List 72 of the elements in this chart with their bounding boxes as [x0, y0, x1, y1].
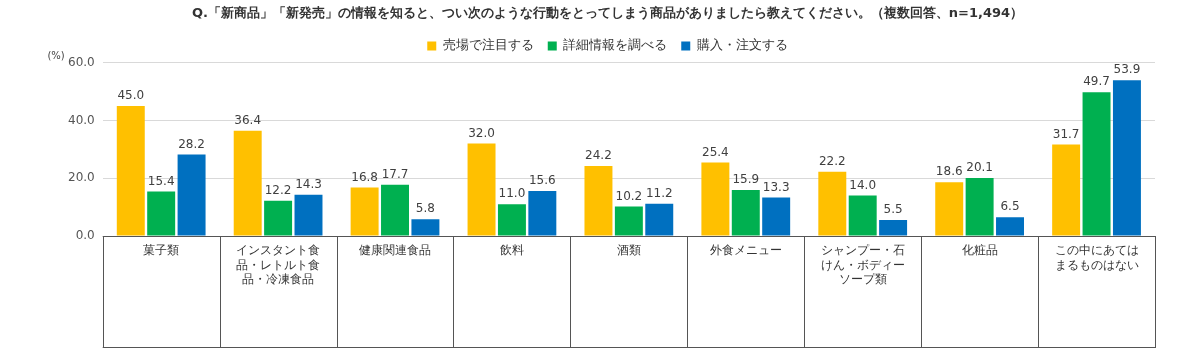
data-label: 13.3 [762, 179, 790, 194]
bar [1112, 80, 1141, 236]
data-label: 16.8 [351, 169, 378, 184]
y-tick-label: 0.0 [75, 228, 95, 243]
y-axis-title: (%) [47, 50, 65, 62]
bar [848, 195, 877, 236]
data-label: 12.2 [264, 182, 292, 197]
data-label: 36.4 [234, 112, 262, 127]
legend-label: 購入・注文する [696, 37, 788, 53]
bar [879, 220, 908, 236]
x-tick-label: この中にあてはまるものはない [1054, 243, 1139, 272]
x-tick-label: 健康関連食品 [359, 243, 432, 258]
x-tick-label: インスタント食品・レトルト食品・冷凍食品 [236, 243, 321, 287]
data-label: 5.5 [883, 202, 903, 217]
bar [935, 182, 964, 236]
data-label: 5.8 [415, 201, 435, 216]
legend-label: 詳細情報を調べる [563, 37, 668, 53]
data-label: 17.7 [381, 166, 409, 181]
bar [1052, 144, 1081, 236]
y-tick-label: 20.0 [68, 170, 95, 185]
data-label: 49.7 [1083, 74, 1110, 89]
bar [584, 166, 613, 236]
bar [467, 143, 496, 236]
data-label: 15.6 [528, 173, 556, 188]
bar [1082, 92, 1111, 236]
data-label: 18.6 [935, 164, 963, 179]
x-tick-label: 飲料 [499, 243, 524, 258]
x-tick-label: 外食メニュー [709, 243, 782, 258]
data-label: 45.0 [117, 88, 145, 103]
bar [996, 217, 1024, 236]
data-label: 15.4 [147, 173, 175, 188]
bar [528, 190, 557, 236]
data-label: 14.0 [849, 177, 877, 192]
data-label: 28.2 [178, 136, 205, 151]
data-label: 14.3 [295, 176, 322, 191]
bar [701, 162, 730, 236]
data-label: 31.7 [1052, 126, 1080, 141]
bar [645, 203, 674, 236]
data-label: 24.2 [585, 148, 612, 163]
data-label: 53.9 [1113, 62, 1141, 77]
bar [147, 191, 176, 236]
bar [381, 184, 409, 236]
bar [731, 190, 760, 236]
bar [411, 219, 440, 236]
bar [177, 154, 206, 236]
bar [965, 177, 994, 236]
x-tick-label: 酒類 [616, 243, 641, 258]
data-label: 11.2 [645, 185, 673, 200]
bar [614, 206, 643, 236]
data-label: 25.4 [702, 144, 729, 159]
x-tick-label: シャンプー・石けん・ボディーソープ類 [820, 243, 905, 287]
data-label: 6.5 [1000, 199, 1020, 214]
y-tick-label: 60.0 [68, 54, 95, 69]
legend-label: 売場で注目する [442, 37, 534, 53]
data-label: 22.2 [818, 153, 846, 168]
bar [762, 197, 791, 236]
bar [233, 130, 262, 236]
bar [350, 187, 379, 236]
y-tick-label: 40.0 [68, 112, 95, 127]
data-label: 10.2 [615, 188, 643, 203]
data-label: 32.0 [468, 125, 495, 140]
bar [264, 200, 293, 236]
x-tick-label: 化粧品 [961, 243, 998, 258]
bar [497, 204, 526, 236]
bar [818, 171, 847, 236]
data-label: 15.9 [732, 172, 760, 187]
x-tick-label: 菓子類 [143, 243, 180, 258]
bar [116, 105, 145, 236]
data-label: 11.0 [498, 186, 526, 201]
chart-title: Q.「新商品」「新発売」の情報を知ると、つい次のような行動をとってしまう商品がありましたら教えてください。（複数回答、n=1,494） [191, 5, 1024, 21]
bar [294, 194, 323, 236]
data-label: 20.1 [966, 160, 993, 175]
